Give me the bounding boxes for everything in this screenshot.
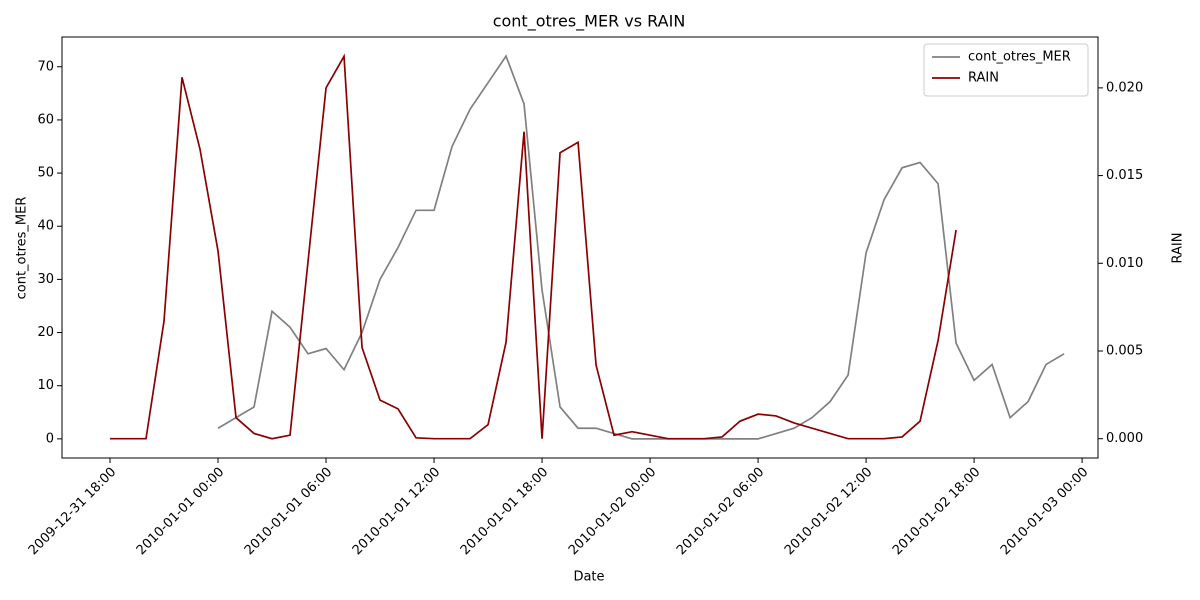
x-tick-label: 2010-01-02 06:00 xyxy=(674,465,767,558)
y2-tick-label: 0.020 xyxy=(1106,80,1143,95)
y-tick-label: 70 xyxy=(37,59,54,74)
y2-tick-label: 0.015 xyxy=(1106,168,1143,183)
y-tick-label: 20 xyxy=(37,325,54,340)
y-tick-label: 10 xyxy=(37,378,54,393)
y-tick-label: 50 xyxy=(37,166,54,181)
legend-label: cont_otres_MER xyxy=(968,50,1071,65)
legend-box xyxy=(923,43,1089,97)
x-tick-label: 2009-12-31 18:00 xyxy=(26,465,119,558)
y-axis-label: cont_otres_MER xyxy=(15,197,30,300)
x-tick-label: 2010-01-01 18:00 xyxy=(458,465,551,558)
legend: cont_otres_MER RAIN xyxy=(923,43,1089,97)
x-tick-label: 2010-01-03 00:00 xyxy=(998,465,1091,558)
legend-label: RAIN xyxy=(968,71,999,86)
series-line xyxy=(110,53,957,440)
chart-title: cont_otres_MER vs RAIN xyxy=(493,12,686,32)
x-tick-label: 2010-01-02 12:00 xyxy=(782,465,875,558)
y2-tick-label: 0.010 xyxy=(1106,256,1143,271)
x-tick-label: 2010-01-02 18:00 xyxy=(890,465,983,558)
y2-axis-label: RAIN xyxy=(1171,233,1186,264)
x-tick-label: 2010-01-01 12:00 xyxy=(350,465,443,558)
y2-tick-label: 0.000 xyxy=(1106,431,1143,446)
series-line xyxy=(217,54,1065,440)
y2-tick-label: 0.005 xyxy=(1106,343,1143,358)
plot-frame xyxy=(61,36,1099,459)
y-tick-label: 0 xyxy=(46,431,54,446)
y-tick-label: 40 xyxy=(37,219,54,234)
x-tick-label: 2010-01-01 06:00 xyxy=(242,465,335,558)
y-tick-label: 60 xyxy=(37,112,54,127)
x-axis-label: Date xyxy=(573,570,604,585)
x-tick-label: 2010-01-02 00:00 xyxy=(566,465,659,558)
y-tick-label: 30 xyxy=(37,272,54,287)
x-tick-label: 2010-01-01 00:00 xyxy=(134,465,227,558)
